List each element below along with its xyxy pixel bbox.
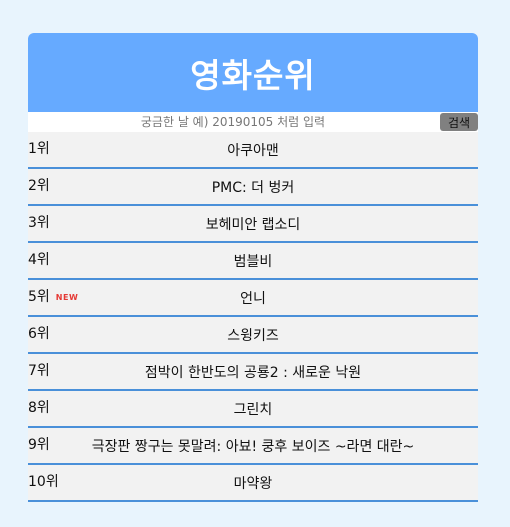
ranking-row[interactable]: 2위 PMC: 더 벙커 (28, 169, 478, 206)
ranking-row[interactable]: 4위 범블비 (28, 243, 478, 280)
date-search-input[interactable] (28, 113, 438, 131)
rank-label: 8위 (28, 400, 50, 416)
movie-title: 극장판 짱구는 못말려: 아뵤! 쿵후 보이즈 ~라면 대란~ (91, 438, 415, 455)
ranking-row[interactable]: 9위 극장판 짱구는 못말려: 아뵤! 쿵후 보이즈 ~라면 대란~ (28, 428, 478, 465)
rank-label: 6위 (28, 326, 50, 342)
movie-title: 스윙키즈 (227, 327, 279, 344)
movie-title: 언니 (240, 290, 266, 307)
search-button[interactable]: 검색 (440, 113, 478, 131)
rank-label: 5위 NEW (28, 280, 78, 315)
ranking-panel: 영화순위 검색 1위 아쿠아맨 2위 PMC: 더 벙커 3위 보헤미안 랩소디… (28, 33, 478, 502)
movie-title: 그린치 (233, 401, 273, 418)
header-banner: 영화순위 (28, 33, 478, 112)
movie-title: 마약왕 (233, 475, 273, 492)
movie-title: PMC: 더 벙커 (211, 179, 295, 196)
movie-title: 보헤미안 랩소디 (205, 216, 301, 233)
rank-label: 4위 (28, 252, 50, 268)
rank-label: 2위 (28, 178, 50, 194)
search-bar: 검색 (28, 112, 478, 132)
ranking-row[interactable]: 1위 아쿠아맨 (28, 132, 478, 169)
ranking-row[interactable]: 3위 보헤미안 랩소디 (28, 206, 478, 243)
movie-title: 점박이 한반도의 공룡2 : 새로운 낙원 (144, 364, 362, 381)
page-title: 영화순위 (190, 55, 316, 95)
ranking-row[interactable]: 7위 점박이 한반도의 공룡2 : 새로운 낙원 (28, 354, 478, 391)
movie-title: 범블비 (233, 253, 273, 270)
ranking-row[interactable]: 6위 스윙키즈 (28, 317, 478, 354)
rank-label: 7위 (28, 363, 50, 379)
rank-label: 9위 (28, 437, 50, 453)
movie-title: 아쿠아맨 (227, 142, 279, 159)
rank-label: 10위 (28, 474, 59, 490)
ranking-list: 1위 아쿠아맨 2위 PMC: 더 벙커 3위 보헤미안 랩소디 4위 범블비 … (28, 132, 478, 502)
ranking-row[interactable]: 8위 그린치 (28, 391, 478, 428)
ranking-row[interactable]: 5위 NEW 언니 (28, 280, 478, 317)
rank-label: 1위 (28, 141, 50, 157)
rank-label: 3위 (28, 215, 50, 231)
new-badge: NEW (55, 293, 79, 302)
ranking-row[interactable]: 10위 마약왕 (28, 465, 478, 502)
